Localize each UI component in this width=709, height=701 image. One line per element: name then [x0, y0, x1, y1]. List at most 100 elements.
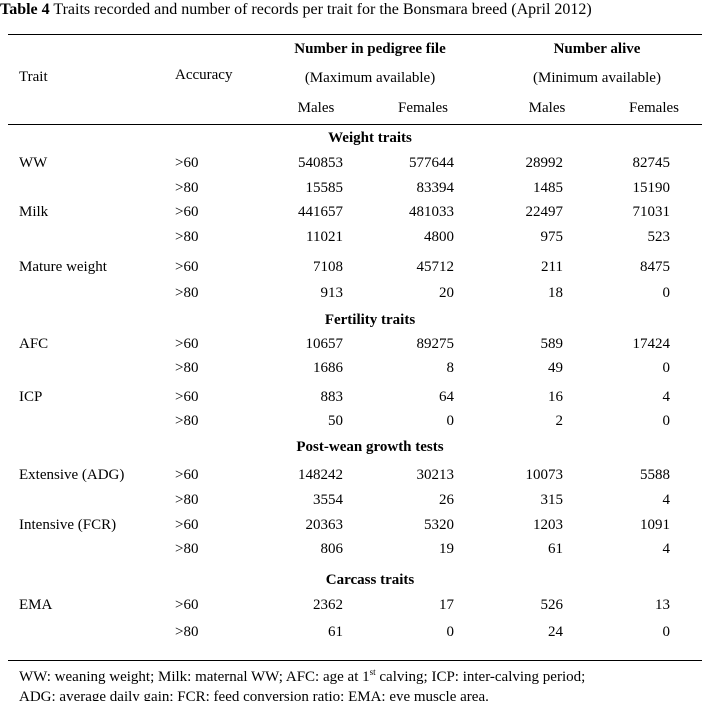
cell-accuracy: >60	[175, 259, 199, 275]
cell-alive-females: 13	[655, 597, 670, 613]
cell-trait: Milk	[19, 204, 49, 220]
cell-alive-males: 24	[548, 624, 563, 640]
cell-accuracy: >80	[175, 413, 199, 429]
cell-alive-males: 49	[548, 360, 563, 376]
cell-alive-males: 526	[540, 597, 564, 613]
cell-ped-males: 61	[328, 624, 343, 640]
header-pedigree-sub: (Maximum available)	[304, 70, 436, 86]
cell-accuracy: >60	[175, 155, 199, 171]
footnote-line-1: WW: weaning weight; Milk: maternal WW; A…	[19, 668, 585, 686]
cell-ped-females: 26	[439, 492, 454, 508]
cell-alive-females: 82745	[632, 155, 671, 171]
cell-alive-males: 315	[540, 492, 564, 508]
header-trait: Trait	[19, 69, 48, 85]
cell-ped-males: 11021	[306, 229, 343, 245]
cell-accuracy: >60	[175, 467, 199, 483]
cell-ped-males: 441657	[298, 204, 343, 220]
cell-accuracy: >80	[175, 285, 199, 301]
top-rule	[8, 34, 702, 35]
cell-ped-females: 5320	[424, 517, 454, 533]
cell-alive-females: 71031	[632, 204, 671, 220]
cell-trait: Extensive (ADG)	[19, 467, 125, 483]
cell-ped-males: 20363	[305, 517, 344, 533]
section-heading: Weight traits	[328, 130, 412, 146]
footnote-line-2: ADG: average daily gain; FCR: feed conve…	[19, 689, 489, 701]
cell-alive-males: 61	[548, 541, 563, 557]
cell-ped-males: 540853	[298, 155, 343, 171]
cell-ped-females: 0	[446, 624, 455, 640]
table-title: Traits recorded and number of records pe…	[53, 1, 592, 18]
cell-ped-males: 883	[320, 389, 344, 405]
cell-ped-females: 8	[446, 360, 455, 376]
cell-accuracy: >80	[175, 229, 199, 245]
cell-accuracy: >60	[175, 204, 199, 220]
cell-ped-females: 4800	[424, 229, 454, 245]
cell-trait: Intensive (FCR)	[19, 517, 117, 533]
cell-ped-males: 7108	[313, 259, 343, 275]
cell-trait: WW	[19, 155, 48, 171]
footnote-superscript: st	[369, 667, 376, 677]
cell-ped-females: 89275	[416, 336, 455, 352]
cell-ped-males: 10657	[305, 336, 344, 352]
cell-ped-females: 45712	[416, 259, 455, 275]
table-caption: Table 4 Traits recorded and number of re…	[0, 1, 592, 19]
bottom-rule	[8, 660, 702, 661]
cell-accuracy: >80	[175, 360, 199, 376]
cell-alive-females: 4	[662, 541, 671, 557]
cell-alive-males: 10073	[525, 467, 564, 483]
cell-ped-males: 148242	[298, 467, 343, 483]
cell-accuracy: >80	[175, 492, 199, 508]
cell-alive-males: 16	[548, 389, 563, 405]
cell-accuracy: >60	[175, 336, 199, 352]
cell-alive-females: 0	[662, 624, 671, 640]
cell-accuracy: >60	[175, 517, 199, 533]
cell-ped-females: 20	[439, 285, 454, 301]
cell-alive-females: 5588	[640, 467, 670, 483]
section-heading: Carcass traits	[325, 572, 415, 588]
cell-alive-males: 211	[541, 259, 563, 275]
cell-ped-females: 83394	[416, 180, 455, 196]
cell-trait: AFC	[19, 336, 49, 352]
header-pedigree-group: Number in pedigree file	[294, 41, 446, 57]
cell-alive-males: 975	[540, 229, 564, 245]
header-rule	[8, 124, 702, 125]
cell-trait: ICP	[19, 389, 43, 405]
footnote-text: calving; ICP: inter-calving period;	[375, 669, 586, 685]
header-accuracy: Accuracy	[175, 67, 233, 83]
cell-alive-females: 1091	[640, 517, 670, 533]
cell-ped-males: 50	[328, 413, 343, 429]
cell-alive-females: 523	[647, 229, 671, 245]
cell-ped-females: 17	[439, 597, 454, 613]
cell-accuracy: >80	[175, 180, 199, 196]
cell-ped-males: 15585	[305, 180, 344, 196]
table-number: Table 4	[0, 1, 50, 18]
cell-ped-males: 1686	[313, 360, 343, 376]
cell-accuracy: >60	[175, 597, 199, 613]
header-ped-females: Females	[398, 100, 448, 116]
section-heading: Fertility traits	[324, 312, 416, 328]
header-alive-females: Females	[629, 100, 679, 116]
cell-ped-males: 2362	[313, 597, 343, 613]
cell-alive-males: 1485	[533, 180, 563, 196]
cell-ped-females: 481033	[409, 204, 454, 220]
cell-ped-males: 806	[320, 541, 344, 557]
cell-trait: Mature weight	[19, 259, 107, 275]
cell-alive-females: 15190	[632, 180, 671, 196]
cell-ped-females: 19	[439, 541, 454, 557]
cell-alive-males: 18	[548, 285, 563, 301]
cell-alive-males: 2	[555, 413, 564, 429]
cell-alive-females: 4	[662, 389, 671, 405]
section-heading: Post-wean growth tests	[296, 439, 444, 455]
cell-accuracy: >80	[175, 624, 199, 640]
header-ped-males: Males	[297, 100, 335, 116]
cell-accuracy: >80	[175, 541, 199, 557]
cell-alive-males: 28992	[525, 155, 564, 171]
cell-ped-males: 3554	[313, 492, 343, 508]
cell-alive-males: 22497	[525, 204, 564, 220]
header-alive-sub: (Minimum available)	[533, 70, 661, 86]
cell-alive-females: 17424	[632, 336, 671, 352]
cell-trait: EMA	[19, 597, 53, 613]
cell-alive-females: 0	[662, 413, 671, 429]
cell-ped-females: 0	[446, 413, 455, 429]
